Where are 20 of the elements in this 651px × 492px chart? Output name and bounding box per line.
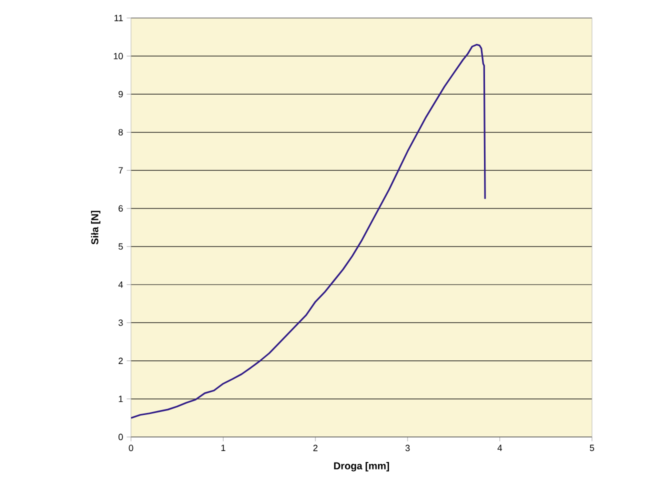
x-tick-label: 4 xyxy=(498,444,502,451)
y-tick-label: 3 xyxy=(118,320,123,326)
y-tick-label: 10 xyxy=(114,52,123,60)
y-tick-label: 7 xyxy=(118,167,123,174)
y-tick-label: 6 xyxy=(118,205,123,212)
y-tick-label: 2 xyxy=(118,358,123,364)
x-tick-label: 1 xyxy=(221,444,226,451)
y-tick-label: 1 xyxy=(118,396,123,402)
x-tick-label: 0 xyxy=(128,444,134,452)
y-tick-label: 9 xyxy=(118,90,123,98)
x-tick-label: 3 xyxy=(405,444,410,452)
x-axis-title: Droga [mm] xyxy=(334,462,389,472)
y-tick-label: 5 xyxy=(118,243,123,250)
x-tick-label: 2 xyxy=(313,444,318,452)
y-axis-title: Siła [N] xyxy=(91,210,100,244)
y-tick-label: 8 xyxy=(118,129,123,136)
y-tick-label: 0 xyxy=(118,434,123,440)
x-tick-label: 5 xyxy=(590,444,594,452)
y-tick-label: 4 xyxy=(118,282,123,288)
y-tick-label: 11 xyxy=(114,14,123,22)
